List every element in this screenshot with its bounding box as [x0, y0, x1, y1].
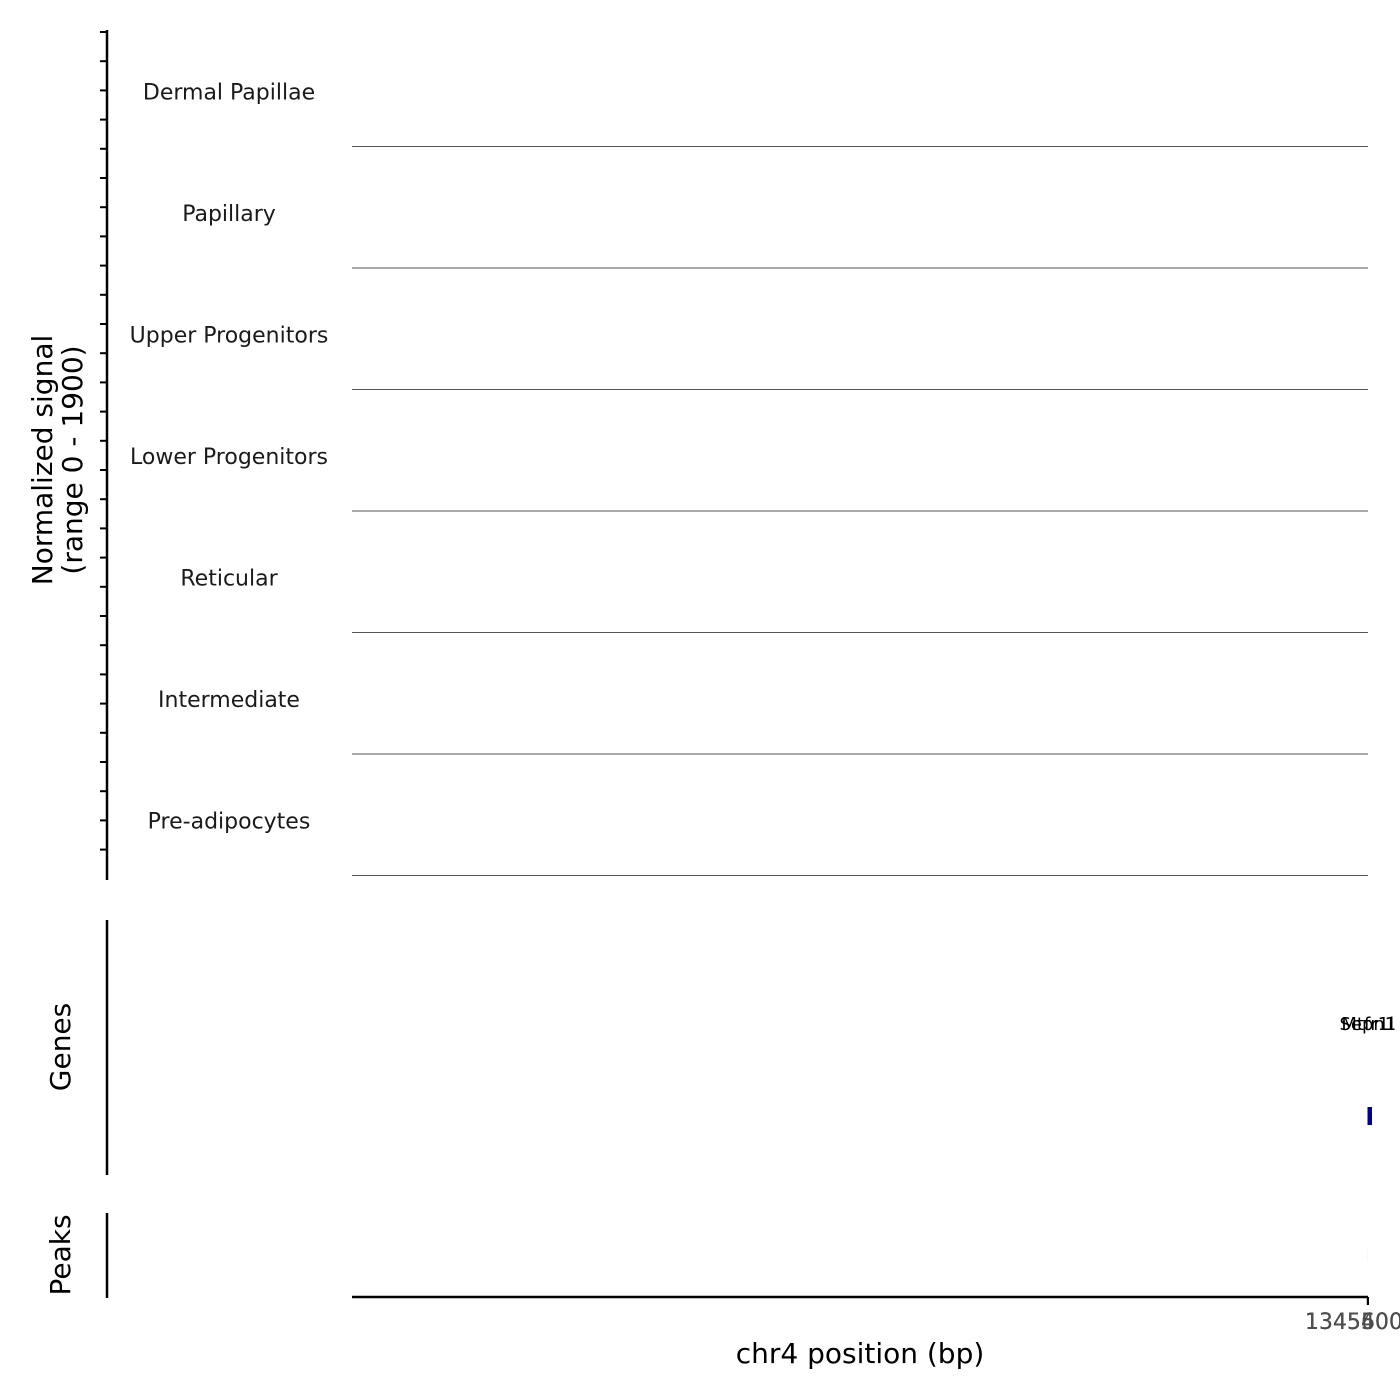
track-intermediate: Intermediate: [158, 688, 1368, 755]
track-lower-progenitors: Lower Progenitors: [130, 445, 1368, 512]
y-axis-title-line2: (range 0 - 1900): [56, 345, 89, 574]
track-reticular: Reticular: [180, 567, 1368, 633]
track-pre-adipocytes: Pre-adipocytes: [148, 810, 1368, 876]
track-label: Papillary: [182, 202, 276, 227]
coverage-axis-ticks: [100, 31, 107, 851]
track-papillary: Papillary: [182, 202, 1368, 269]
track-label: Pre-adipocytes: [148, 810, 311, 835]
y-axis-title: Normalized signal (range 0 - 1900): [26, 335, 89, 586]
x-axis-ticks: 134540000134550000134560000: [1305, 1297, 1400, 1335]
track-label: Dermal Papillae: [143, 81, 315, 106]
x-axis-title: chr4 position (bp): [736, 1337, 985, 1370]
coverage-tracks: Dermal Papillae Papillary Upper Progenitor…: [130, 81, 1368, 876]
y-axis-title-line1: Normalized signal: [26, 335, 59, 586]
track-label: Intermediate: [158, 688, 300, 713]
track-label: Upper Progenitors: [130, 324, 329, 349]
track-label: Lower Progenitors: [130, 445, 328, 470]
gene-name-label: Sepn1: [1339, 1014, 1396, 1035]
track-dermal-papillae: Dermal Papillae: [143, 81, 1368, 147]
gene-name-label: Mtfr1l: [1341, 1014, 1394, 1035]
x-tick-label: 134540000: [1305, 1310, 1400, 1335]
track-label: Reticular: [180, 567, 278, 592]
exon: [1367, 1107, 1372, 1125]
gene-sepn1: Sepn1: [1339, 1014, 1396, 1125]
track-upper-progenitors: Upper Progenitors: [130, 324, 1368, 390]
peaks-track-label: Peaks: [44, 1214, 77, 1295]
genes-track-label: Genes: [44, 1003, 77, 1091]
x-tick-label: 134560000: [1305, 1310, 1400, 1335]
x-tick-label: 134550000: [1305, 1310, 1400, 1335]
